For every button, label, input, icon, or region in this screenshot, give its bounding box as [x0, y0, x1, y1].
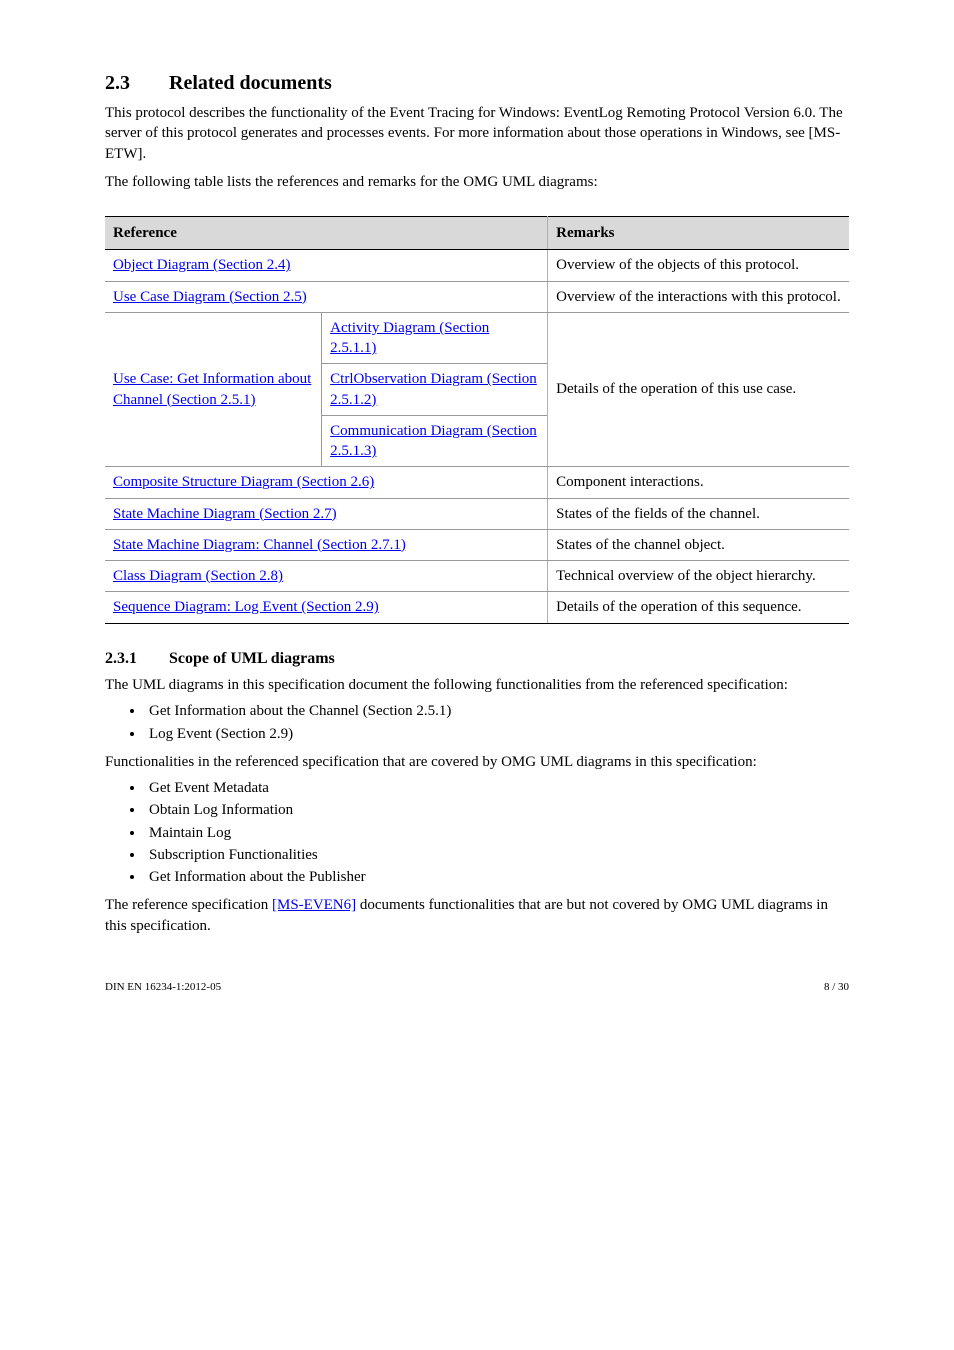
reference-link[interactable]: Object Diagram (Section 2.4)	[113, 257, 290, 273]
merged-right-subcell: CtrlObservation Diagram (Section 2.5.1.2…	[322, 364, 548, 416]
table-row-merged: Use Case: Get Information about Channel …	[105, 312, 849, 467]
reference-link[interactable]: Use Case Diagram (Section 2.5)	[113, 289, 307, 305]
ref-cell: State Machine Diagram: Channel (Section …	[105, 529, 548, 560]
table-row: Class Diagram (Section 2.8) Technical ove…	[105, 561, 849, 592]
ref-cell: Class Diagram (Section 2.8)	[105, 561, 548, 592]
reference-link[interactable]: State Machine Diagram (Section 2.7)	[113, 506, 337, 522]
remarks-cell: Overview of the objects of this protocol…	[548, 250, 849, 281]
reference-link[interactable]: Class Diagram (Section 2.8)	[113, 568, 283, 584]
list-item: Obtain Log Information	[145, 800, 849, 820]
section-number: 2.3	[105, 70, 169, 97]
list-item: Get Information about the Publisher	[145, 867, 849, 887]
merged-right-subcell: Activity Diagram (Section 2.5.1.1)	[322, 313, 548, 364]
scope-number: 2.3.1	[105, 648, 169, 670]
col-header-reference: Reference	[105, 217, 548, 250]
reference-link[interactable]: Use Case: Get Information about Channel …	[113, 371, 311, 407]
section-intro: This protocol describes the functionalit…	[105, 103, 849, 164]
table-body: Object Diagram (Section 2.4) Overview of …	[105, 250, 849, 623]
scope-para3-prefix: The reference specification	[105, 897, 272, 913]
table-row: Sequence Diagram: Log Event (Section 2.9…	[105, 592, 849, 623]
remarks-cell: States of the channel object.	[548, 529, 849, 560]
ref-cell: State Machine Diagram (Section 2.7)	[105, 498, 548, 529]
scope-subsection: 2.3.1Scope of UML diagrams The UML diagr…	[105, 648, 849, 936]
table-row: Object Diagram (Section 2.4) Overview of …	[105, 250, 849, 281]
scope-para1: The UML diagrams in this specification d…	[105, 675, 849, 695]
table-row: Composite Structure Diagram (Section 2.6…	[105, 467, 849, 498]
merged-left-cell: Use Case: Get Information about Channel …	[105, 313, 322, 467]
reference-link[interactable]: Activity Diagram (Section 2.5.1.1)	[330, 320, 489, 356]
remarks-cell: Overview of the interactions with this p…	[548, 281, 849, 312]
footer-left: DIN EN 16234-1:2012-05	[105, 980, 221, 995]
ref-cell: Use Case Diagram (Section 2.5)	[105, 281, 548, 312]
table-row: State Machine Diagram (Section 2.7) State…	[105, 498, 849, 529]
section-header: 2.3Related documents This protocol descr…	[105, 70, 849, 192]
scope-list-1: Get Information about the Channel (Secti…	[105, 701, 849, 744]
remarks-cell: Component interactions.	[548, 467, 849, 498]
table-row: State Machine Diagram: Channel (Section …	[105, 529, 849, 560]
scope-para2: Functionalities in the referenced specif…	[105, 752, 849, 772]
page-footer: DIN EN 16234-1:2012-05 8 / 30	[105, 980, 849, 995]
scope-heading: 2.3.1Scope of UML diagrams	[105, 648, 849, 670]
list-item: Log Event (Section 2.9)	[145, 724, 849, 744]
ref-cell: Composite Structure Diagram (Section 2.6…	[105, 467, 548, 498]
reference-link[interactable]: CtrlObservation Diagram (Section 2.5.1.2…	[330, 371, 537, 407]
footer-right: 8 / 30	[824, 980, 849, 995]
list-item: Subscription Functionalities	[145, 845, 849, 865]
scope-para3-link[interactable]: [MS-EVEN6]	[272, 897, 356, 913]
reference-link[interactable]: Composite Structure Diagram (Section 2.6…	[113, 474, 374, 490]
reference-link[interactable]: State Machine Diagram: Channel (Section …	[113, 537, 406, 553]
list-item: Get Event Metadata	[145, 778, 849, 798]
scope-para3: The reference specification [MS-EVEN6] d…	[105, 895, 849, 936]
remarks-cell: Technical overview of the object hierarc…	[548, 561, 849, 592]
merged-right-subcell: Communication Diagram (Section 2.5.1.3)	[322, 415, 548, 466]
section-title: 2.3Related documents	[105, 70, 849, 97]
ref-cell: Sequence Diagram: Log Event (Section 2.9…	[105, 592, 548, 623]
remarks-cell: Details of the operation of this use cas…	[548, 312, 849, 467]
scope-title: Scope of UML diagrams	[169, 650, 335, 667]
table-leadin: The following table lists the references…	[105, 172, 849, 192]
reference-link[interactable]: Sequence Diagram: Log Event (Section 2.9…	[113, 599, 379, 615]
ref-cell: Object Diagram (Section 2.4)	[105, 250, 548, 281]
reference-link[interactable]: Communication Diagram (Section 2.5.1.3)	[330, 423, 537, 459]
references-table: Reference Remarks Object Diagram (Sectio…	[105, 216, 849, 624]
ref-cell-merged: Use Case: Get Information about Channel …	[105, 312, 548, 467]
table-row: Use Case Diagram (Section 2.5) Overview o…	[105, 281, 849, 312]
col-header-remarks: Remarks	[548, 217, 849, 250]
remarks-cell: States of the fields of the channel.	[548, 498, 849, 529]
list-item: Get Information about the Channel (Secti…	[145, 701, 849, 721]
list-item: Maintain Log	[145, 823, 849, 843]
remarks-cell: Details of the operation of this sequenc…	[548, 592, 849, 623]
table-header-row: Reference Remarks	[105, 217, 849, 250]
section-title-text: Related documents	[169, 72, 332, 94]
scope-list-2: Get Event MetadataObtain Log Information…	[105, 778, 849, 887]
